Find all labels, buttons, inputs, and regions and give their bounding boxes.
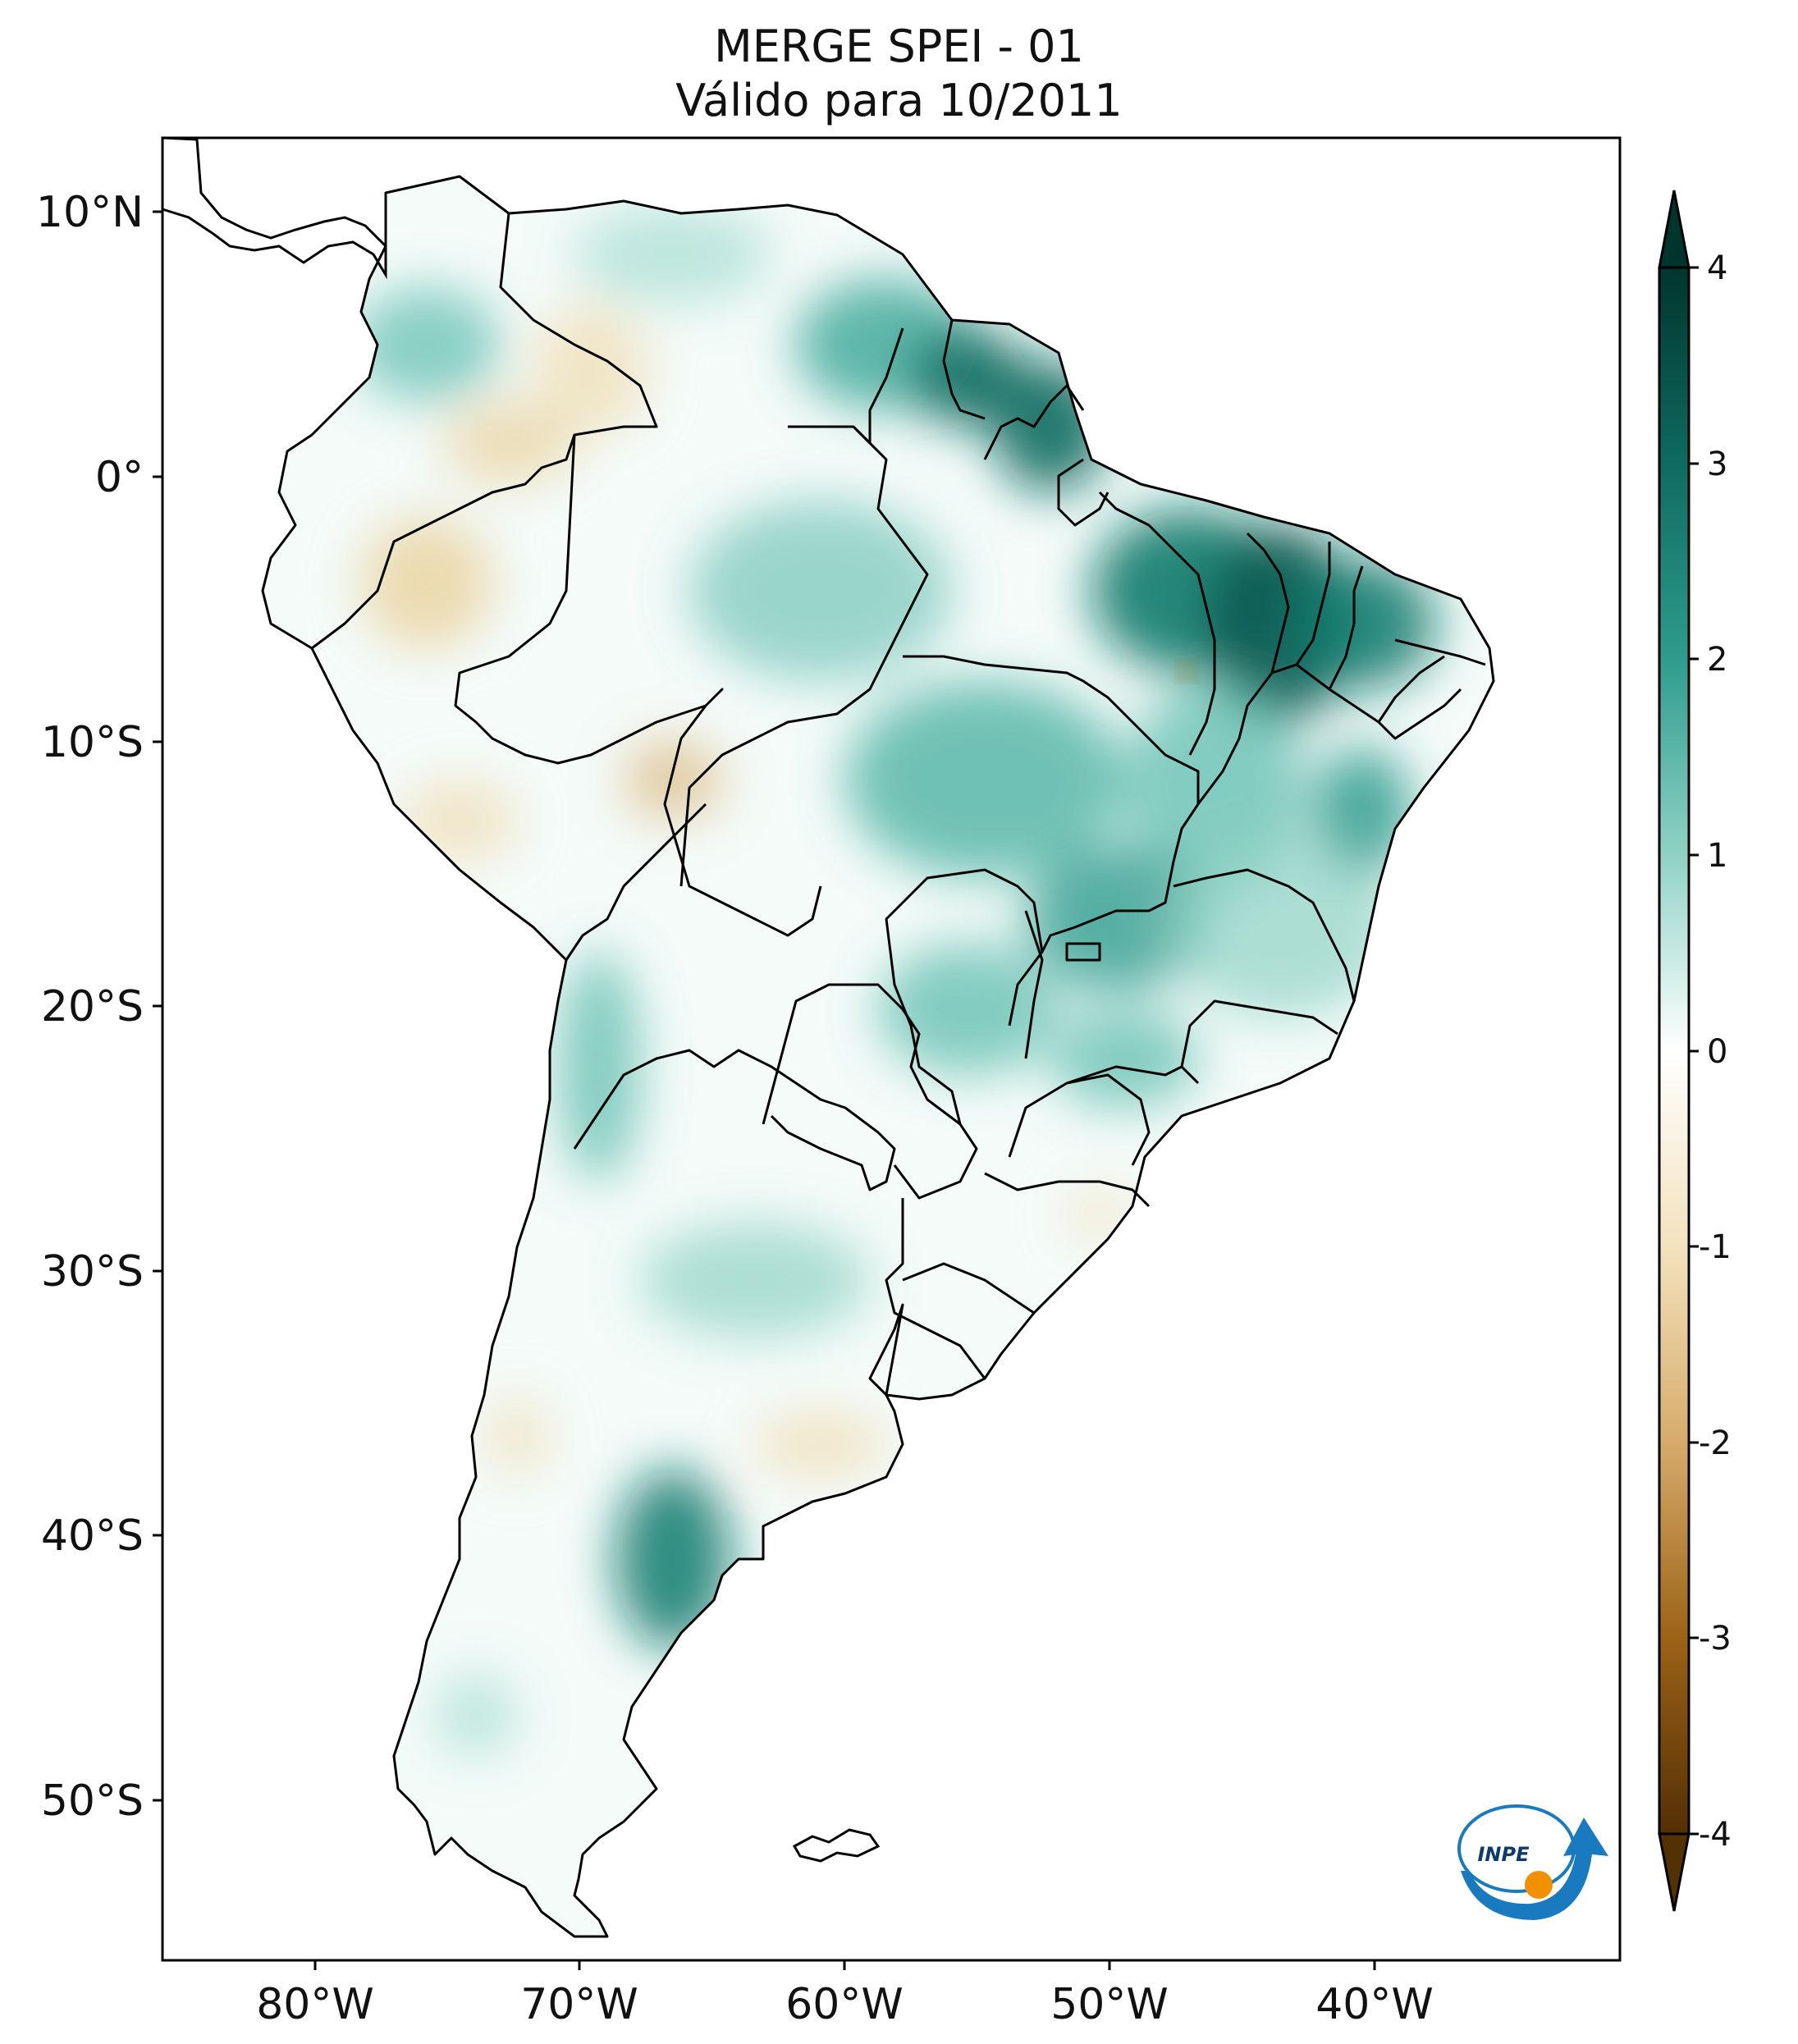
- map-title-line2: Válido para 10/2011: [675, 75, 1123, 126]
- colorbar-label-0: 0: [1707, 1033, 1727, 1071]
- colorbar-label-neg2: -2: [1699, 1424, 1732, 1462]
- borders: [311, 213, 1486, 1379]
- lat-label-30s: 30°S: [41, 1247, 144, 1296]
- colorbar-label-neg1: -1: [1699, 1228, 1732, 1266]
- colorbar-extend-top: [1658, 190, 1690, 269]
- lon-label-50w: 50°W: [1050, 1980, 1169, 2029]
- lat-label-0: 0°: [95, 453, 144, 502]
- colorbar-label-neg4: -4: [1699, 1816, 1732, 1854]
- inpe-logo-text: INPE: [1478, 1843, 1530, 1866]
- colorbar: 4 3 2 1 0 -1 -2 -3 -4: [1658, 190, 1732, 1912]
- lat-label-10n: 10°N: [36, 188, 144, 237]
- falkland-islands: [792, 1828, 881, 1863]
- lat-label-40s: 40°S: [41, 1511, 144, 1561]
- lon-label-40w: 40°W: [1315, 1980, 1434, 2029]
- colorbar-label-2: 2: [1707, 641, 1727, 679]
- map-title-line1: MERGE SPEI - 01: [714, 21, 1084, 72]
- lon-label-60w: 60°W: [785, 1980, 904, 2029]
- colorbar-extend-bottom: [1658, 1832, 1690, 1912]
- axis-ticks: [153, 210, 1376, 1970]
- inpe-logo: INPE: [1457, 1804, 1608, 1920]
- continent-outline: [261, 175, 1495, 1938]
- lon-label-70w: 70°W: [520, 1980, 638, 2029]
- lon-label-80w: 80°W: [256, 1980, 374, 2029]
- lat-label-20s: 20°S: [41, 982, 144, 1031]
- colorbar-label-neg3: -3: [1699, 1620, 1732, 1658]
- lat-label-10s: 10°S: [41, 718, 144, 767]
- colorbar-ramp: [1658, 266, 1690, 1836]
- lat-label-50s: 50°S: [41, 1776, 144, 1826]
- colorbar-label-4: 4: [1707, 249, 1727, 287]
- colorbar-label-1: 1: [1707, 837, 1727, 875]
- colorbar-label-3: 3: [1707, 446, 1727, 483]
